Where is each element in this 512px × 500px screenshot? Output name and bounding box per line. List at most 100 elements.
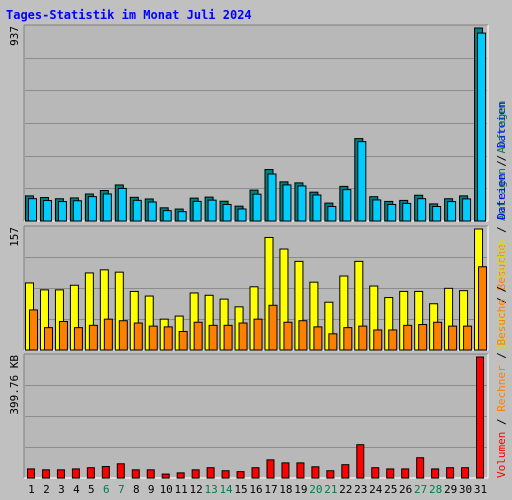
- x-tick-label: 25: [384, 483, 397, 496]
- dateien-bar: [432, 206, 442, 222]
- dateien-bar: [132, 199, 142, 222]
- legend-entry: /: [495, 220, 508, 240]
- page-title: Tages-Statistik im Monat Juli 2024: [6, 8, 252, 22]
- x-tick-label: 20: [309, 483, 322, 496]
- x-tick-label: 26: [399, 483, 412, 496]
- x-tick-label: 11: [175, 483, 188, 496]
- besuche-bar: [43, 327, 53, 351]
- legend-entry: /: [495, 148, 508, 168]
- volumen-bar: [461, 467, 470, 479]
- x-tick-label: 13: [204, 483, 217, 496]
- legend-entry: Anfragen: [495, 100, 508, 153]
- x-tick-label: 1: [28, 483, 35, 496]
- x-tick-label: 17: [264, 483, 277, 496]
- volumen-bar: [431, 468, 440, 479]
- besuche-bar: [478, 266, 488, 351]
- dateien-bar: [222, 203, 232, 222]
- volumen-bar: [161, 473, 170, 479]
- x-tick-label: 23: [354, 483, 367, 496]
- dateien-bar: [117, 187, 127, 222]
- x-tick-label: 2: [43, 483, 50, 496]
- dateien-bar: [147, 201, 157, 222]
- volumen-bar: [56, 469, 65, 479]
- volumen-bar: [371, 467, 380, 479]
- besuche-bar: [58, 320, 68, 351]
- volumen-bar: [281, 462, 290, 479]
- dateien-bar: [357, 141, 367, 222]
- dateien-bar: [447, 201, 457, 222]
- besuche-bar: [283, 321, 293, 351]
- dateien-bar: [372, 199, 382, 222]
- volumen-bar: [311, 466, 320, 479]
- volumen-bar: [401, 468, 410, 479]
- x-tick-label: 4: [73, 483, 80, 496]
- dateien-bar: [342, 189, 352, 222]
- volumen-bar: [236, 471, 245, 479]
- legend-entry: Anfragen: [495, 168, 508, 221]
- besuche-bar: [103, 318, 113, 351]
- legend-1: Anfragen / Dateien: [495, 102, 508, 221]
- x-tick-label: 14: [219, 483, 233, 496]
- legend-2: Seiten / Besuche: [495, 244, 508, 350]
- dateien-bar: [462, 198, 472, 222]
- besuche-bar: [29, 309, 38, 351]
- besuche-bar: [223, 324, 233, 351]
- besuche-bar: [388, 329, 398, 351]
- besuche-bar: [403, 324, 413, 351]
- dateien-bar: [237, 208, 247, 222]
- x-tick-label: 3: [58, 483, 65, 496]
- dateien-bar: [312, 194, 322, 222]
- besuche-bar: [73, 327, 83, 351]
- legend-3: Volumen / Rechner / Besuche / Seiten / D…: [495, 100, 508, 478]
- besuche-bar: [373, 329, 383, 351]
- x-tick-label: 5: [88, 483, 95, 496]
- besuche-bar: [433, 321, 443, 351]
- legend-entry: Volumen: [495, 432, 508, 478]
- besuche-bar: [268, 304, 278, 351]
- volumen-bar: [341, 464, 350, 479]
- y-tick-label-3: 399.76 KB: [8, 355, 21, 415]
- besuche-bar: [88, 324, 98, 351]
- x-tick-label: 16: [249, 483, 262, 496]
- dateien-bar: [282, 184, 292, 222]
- dateien-bar: [252, 193, 262, 222]
- besuche-bar: [448, 325, 458, 351]
- volumen-bar: [176, 472, 185, 479]
- x-tick-label: 21: [324, 483, 337, 496]
- volumen-bar: [221, 470, 230, 479]
- dateien-bar: [42, 200, 52, 222]
- dateien-bar: [102, 193, 112, 222]
- volumen-bar: [251, 467, 260, 479]
- besuche-bar: [463, 325, 473, 351]
- dateien-bar: [402, 202, 412, 222]
- legend-entry: /: [495, 346, 508, 366]
- legend-entry: Seiten: [495, 310, 508, 350]
- besuche-bar: [178, 331, 188, 351]
- x-tick-label: 22: [339, 483, 352, 496]
- besuche-bar: [193, 321, 203, 351]
- volumen-bar: [206, 467, 215, 479]
- legend-entry: /: [495, 412, 508, 432]
- legend-entry: /: [495, 290, 508, 310]
- x-tick-label: 6: [103, 483, 110, 496]
- legend-entry: Seiten: [495, 240, 508, 280]
- volumen-bar: [476, 356, 485, 479]
- legend-entry: /: [495, 153, 508, 173]
- x-tick-label: 15: [234, 483, 247, 496]
- x-tick-label: 19: [294, 483, 307, 496]
- x-tick-label: 8: [133, 483, 140, 496]
- besuche-bar: [163, 326, 173, 351]
- dateien-bar: [177, 211, 187, 222]
- y-tick-label-2: 157: [8, 227, 21, 247]
- x-tick-label: 12: [190, 483, 203, 496]
- dateien-bar: [57, 201, 67, 222]
- besuche-bar: [133, 322, 143, 351]
- dateien-bar: [297, 185, 307, 222]
- x-tick-label: 7: [118, 483, 125, 496]
- besuche-bar: [313, 326, 323, 351]
- besuche-bar: [298, 320, 308, 351]
- dateien-bar: [387, 203, 397, 222]
- legend-entry: Dateien: [495, 102, 508, 148]
- x-tick-label: 28: [429, 483, 442, 496]
